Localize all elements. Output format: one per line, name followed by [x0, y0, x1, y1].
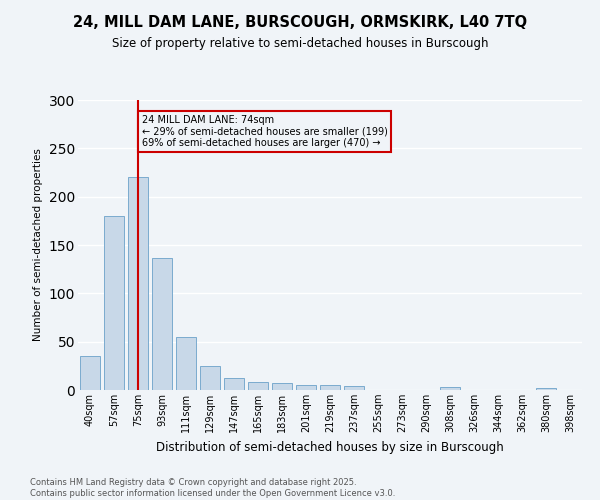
Bar [344, 386, 364, 390]
Text: Contains HM Land Registry data © Crown copyright and database right 2025.
Contai: Contains HM Land Registry data © Crown c… [30, 478, 395, 498]
Bar [224, 378, 244, 390]
Bar [128, 178, 148, 390]
Bar [152, 258, 172, 390]
Bar [440, 387, 460, 390]
Text: Size of property relative to semi-detached houses in Burscough: Size of property relative to semi-detach… [112, 38, 488, 51]
Bar [248, 382, 268, 390]
Text: 24, MILL DAM LANE, BURSCOUGH, ORMSKIRK, L40 7TQ: 24, MILL DAM LANE, BURSCOUGH, ORMSKIRK, … [73, 15, 527, 30]
Text: 24 MILL DAM LANE: 74sqm
← 29% of semi-detached houses are smaller (199)
69% of s: 24 MILL DAM LANE: 74sqm ← 29% of semi-de… [142, 114, 388, 148]
Bar [296, 385, 316, 390]
Y-axis label: Number of semi-detached properties: Number of semi-detached properties [33, 148, 43, 342]
Bar [176, 337, 196, 390]
Bar [200, 366, 220, 390]
Bar [320, 385, 340, 390]
Bar [104, 216, 124, 390]
X-axis label: Distribution of semi-detached houses by size in Burscough: Distribution of semi-detached houses by … [156, 440, 504, 454]
Bar [536, 388, 556, 390]
Bar [80, 356, 100, 390]
Bar [272, 383, 292, 390]
